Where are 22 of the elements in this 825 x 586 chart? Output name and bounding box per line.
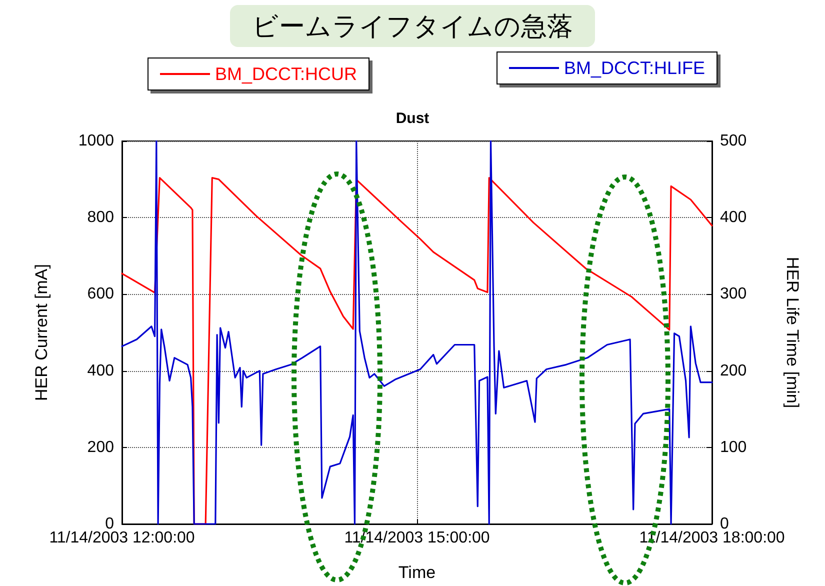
legend-label: BM_DCCT:HCUR — [215, 64, 358, 84]
y-tick-label: 800 — [87, 209, 114, 226]
y2-tick-label: 400 — [720, 209, 747, 226]
y2-tick-label: 100 — [720, 438, 747, 456]
chart-title: ビームライフタイムの急落 — [252, 11, 573, 41]
y-tick-label: 400 — [87, 362, 114, 380]
y-axis-title: HER Current [mA] — [32, 264, 51, 401]
x-axis-title: Time — [398, 563, 436, 582]
x-tick-label: 11/14/2003 12:00:00 — [49, 530, 195, 546]
y-tick-label: 0 — [105, 516, 114, 532]
y2-tick-label: 300 — [720, 286, 747, 303]
y-tick-label: 1000 — [78, 132, 114, 150]
y2-tick-label: 0 — [720, 516, 729, 532]
y-tick-label: 200 — [87, 438, 114, 456]
y2-tick-label: 500 — [720, 132, 747, 150]
legend-label: BM_DCCT:HLIFE — [564, 58, 706, 78]
x-tick-label: 11/14/2003 15:00:00 — [344, 530, 490, 546]
y2-tick-label: 200 — [720, 362, 747, 380]
y-tick-label: 600 — [87, 286, 114, 303]
chart-subtitle: Dust — [396, 110, 430, 127]
y2-axis-title: HER Life Time [min] — [783, 256, 802, 408]
x-tick-label: 11/14/2003 18:00:00 — [639, 530, 785, 546]
